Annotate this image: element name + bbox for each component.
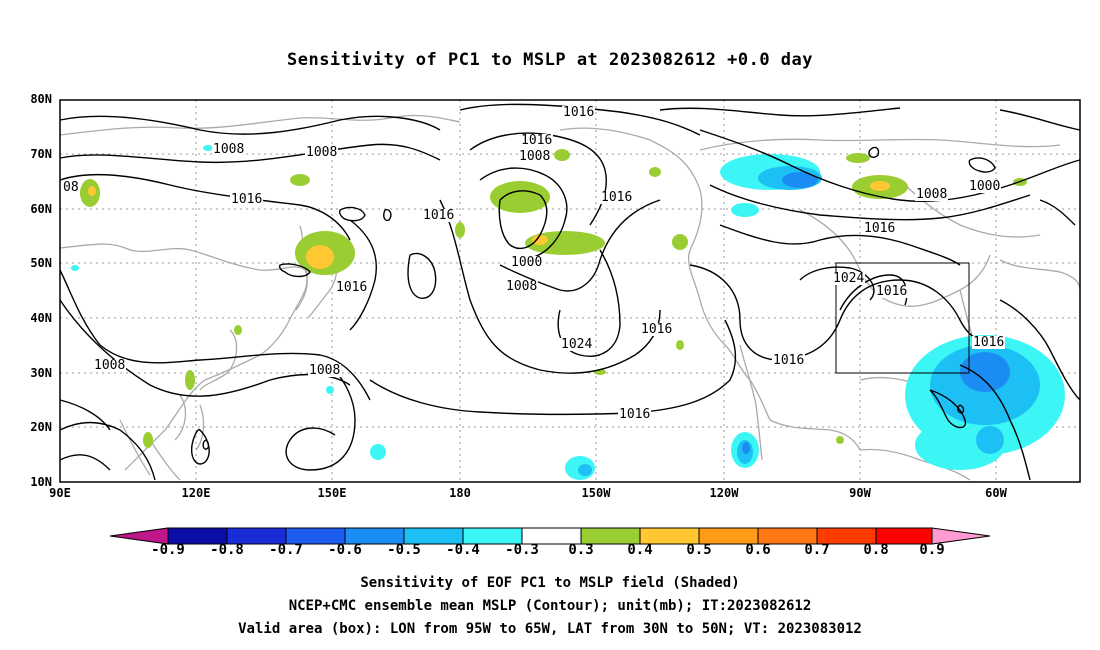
caption-line-2: NCEP+CMC ensemble mean MSLP (Contour); u… [288,598,812,614]
contour-label: 08 [62,180,80,195]
contour-label: 1008 [305,145,339,160]
colorbar-label: 0.7 [804,542,830,558]
contour-label: 1000 [968,179,1002,194]
colorbar-label: 0.9 [919,542,945,558]
colorbar-label: 0.4 [627,542,653,558]
contour-label: 1016 [335,280,369,295]
contour-label: 1016 [863,221,897,236]
contour-label: 1008 [505,279,539,294]
lon-tick: 120W [709,486,739,500]
lat-tick: 30N [30,366,52,380]
contour-label: 1008 [93,358,127,373]
lon-tick: 120E [181,486,211,500]
lat-tick: 20N [30,420,52,434]
caption-line-3: Valid area (box): LON from 95W to 65W, L… [238,621,862,637]
lon-tick: 60W [985,486,1007,500]
contour-label: 1008 [518,149,552,164]
contour-label: 1008 [308,363,342,378]
lat-tick: 80N [30,92,52,106]
colorbar-label: -0.8 [210,542,244,558]
contour-label: 1016 [230,192,264,207]
colorbar-label: 0.3 [568,542,594,558]
colorbar-label: 0.6 [745,542,771,558]
contour-label: 1016 [772,353,806,368]
contour-label: 1008 [212,142,246,157]
lon-tick: 150W [581,486,611,500]
colorbar-label: -0.7 [269,542,303,558]
colorbar-label: -0.6 [328,542,362,558]
lon-tick: 90W [849,486,871,500]
colorbar-max-arrow [931,527,991,545]
lat-tick: 10N [30,475,52,489]
contour-label: 1016 [640,322,674,337]
colorbar-label: -0.5 [387,542,421,558]
contour-label: 1000 [510,255,544,270]
contour-label: 1016 [618,407,652,422]
contour-label: 1024 [832,271,866,286]
contour-label: 1016 [600,190,634,205]
lon-tick: 90E [49,486,71,500]
contour-label: 1016 [972,335,1006,350]
lat-tick: 40N [30,311,52,325]
contour-label: 1016 [422,208,456,223]
sensitivity-shading [71,145,1065,480]
contour-label: 1016 [562,105,596,120]
contour-label: 1008 [915,187,949,202]
lat-tick: 50N [30,256,52,270]
caption-line-1: Sensitivity of EOF PC1 to MSLP field (Sh… [360,575,740,591]
valid-area-box [835,262,970,374]
colorbar-label: 0.5 [686,542,712,558]
colorbar-label: -0.3 [505,542,539,558]
contour-label: 1016 [875,284,909,299]
contour-label: 1024 [560,337,594,352]
plot-frame [59,99,1081,483]
map-title: Sensitivity of PC1 to MSLP at 2023082612… [286,50,813,70]
lat-tick: 70N [30,147,52,161]
colorbar-label: 0.8 [863,542,889,558]
colorbar-label: -0.9 [151,542,185,558]
contour-label: 1016 [520,133,554,148]
colorbar-label: -0.4 [446,542,480,558]
lon-tick: 150E [317,486,347,500]
lon-tick: 180 [449,486,471,500]
lat-tick: 60N [30,202,52,216]
